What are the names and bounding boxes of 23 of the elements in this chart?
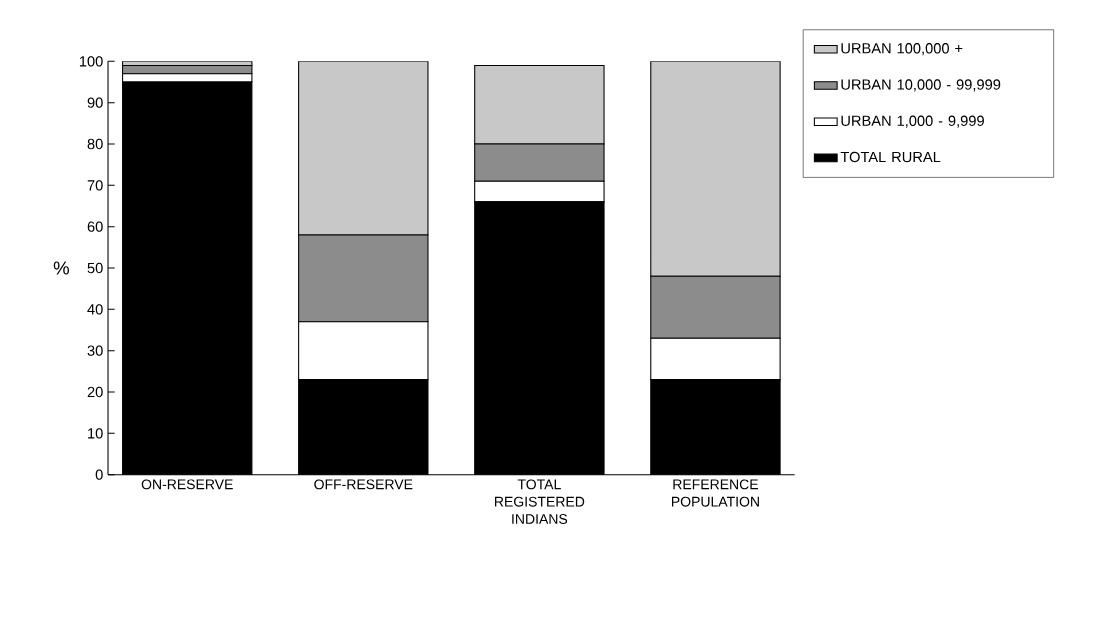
y-tick-label: 60	[87, 221, 103, 232]
bar	[474, 64, 605, 145]
x-tick-label: TOTAL REGISTERED INDIANS	[495, 479, 585, 524]
y-tick-label: 0	[95, 469, 103, 480]
x-tick-label: OFF-RESERVE	[314, 479, 413, 490]
y-tick-label: 30	[87, 345, 103, 356]
legend-label: URBAN 100,000 +	[841, 42, 963, 56]
y-tick-label: 20	[87, 386, 103, 398]
bar	[650, 61, 781, 277]
y-tick-label: 80	[87, 138, 103, 150]
y-tick-label: 90	[87, 97, 103, 108]
y-tick-label: 100	[79, 56, 103, 67]
y-tick-label: 50	[87, 262, 103, 274]
y-tick-label: 40	[87, 304, 103, 315]
legend-label: URBAN 10,000 - 99,999	[841, 79, 1001, 92]
x-tick-label: REFERENCE POPULATION	[671, 479, 759, 507]
legend-label: URBAN 1,000 - 9,999	[841, 115, 984, 128]
legend-label: TOTAL RURAL	[840, 151, 941, 163]
y-axis-title: %	[53, 261, 70, 275]
x-tick-label: ON-RESERVE	[141, 479, 233, 490]
bar	[298, 61, 429, 236]
y-tick-label: 70	[87, 180, 103, 191]
y-tick-label: 10	[88, 428, 103, 439]
